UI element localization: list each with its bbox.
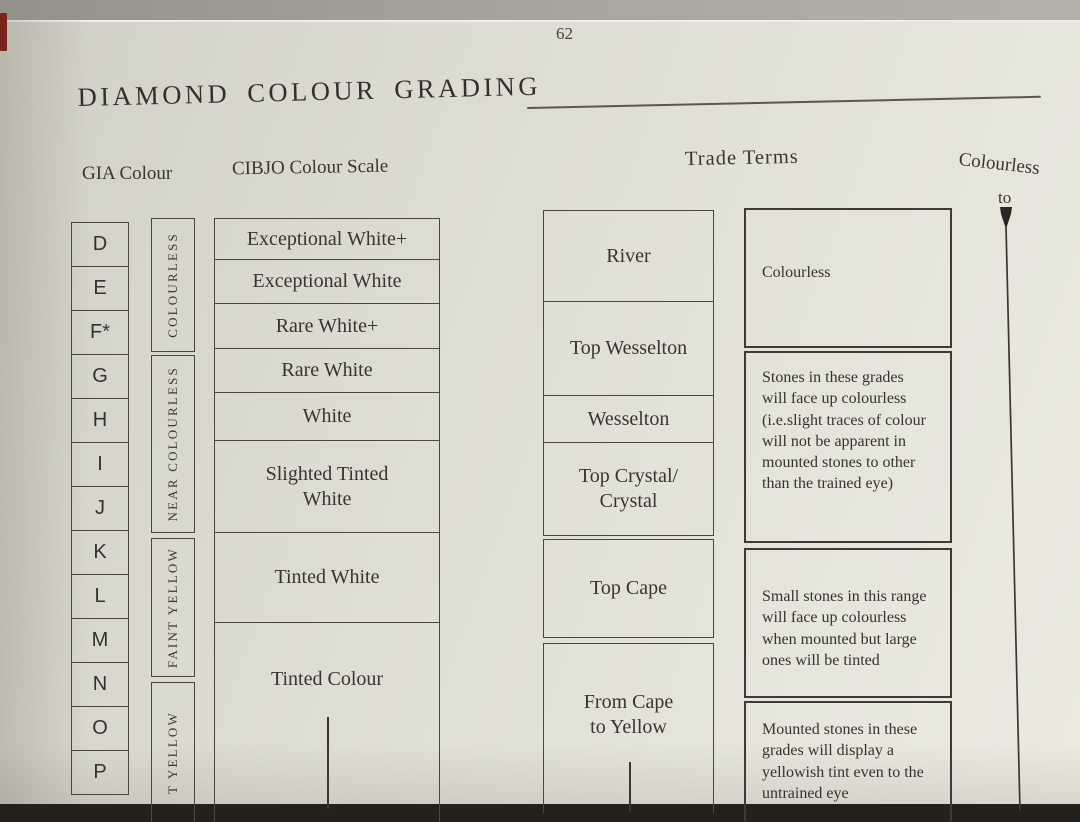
gia-grade-cell: D (71, 222, 129, 267)
down-arrow-icon (1000, 207, 1012, 229)
gia-grade-cell: J (71, 486, 129, 531)
gia-grade-cell: I (71, 442, 129, 487)
trade-term-cell: From Cape to Yellow (543, 643, 714, 813)
colour-group-cell: FAINT YELLOW (151, 538, 195, 677)
colour-group-cell: NEAR COLOURLESS (151, 355, 195, 533)
cibjo-grade-cell: Slighted Tinted White (214, 440, 440, 533)
trade-term-cell: River (543, 210, 714, 302)
cibjo-grade-cell: Exceptional White (214, 259, 440, 304)
description-column: Colourless Stones in these grades will fa… (744, 208, 952, 821)
gia-grade-cell: E (71, 266, 129, 311)
header-cibjo-colour-scale: CIBJO Colour Scale (231, 155, 389, 180)
cibjo-grade-cell: Rare White (214, 348, 440, 393)
cibjo-scale-column: Exceptional White+ Exceptional White Rare … (214, 218, 440, 822)
colour-group-cell-label: NEAR COLOURLESS (164, 366, 180, 522)
book-spine (0, 13, 7, 51)
cibjo-grade-cell: White (214, 392, 440, 441)
description-cell: Small stones in this range will face up … (744, 548, 952, 698)
gia-grade-cell: F* (71, 310, 129, 355)
cibjo-grade-cell: Tinted White (214, 532, 440, 623)
gia-grade-cell: P (71, 750, 129, 795)
gia-grade-cell: G (71, 354, 129, 399)
gia-grade-cell: M (71, 618, 129, 663)
header-trade-terms: Trade Terms (684, 145, 799, 171)
gia-grade-cell: O (71, 706, 129, 751)
gia-grade-column: D E F* G H I J K L M N O P (71, 222, 129, 795)
scale-label-to: to (998, 188, 1012, 207)
colour-group-cell: COLOURLESS (151, 218, 195, 352)
trade-terms-column: River Top Wesselton Wesselton Top Crystal/ … (543, 210, 714, 813)
book-page (0, 20, 1080, 804)
colour-group-column: COLOURLESS NEAR COLOURLESS FAINT YELLOW T Y… (151, 218, 195, 822)
cibjo-grade-cell: Exceptional White+ (214, 218, 440, 260)
colour-group-cell-label: FAINT YELLOW (164, 546, 180, 669)
trade-term-cell: Top Wesselton (543, 301, 714, 396)
trade-term-cell: Top Crystal/ Crystal (543, 442, 714, 536)
colour-group-cell-label: COLOURLESS (164, 232, 180, 338)
gia-grade-cell: K (71, 530, 129, 575)
description-cell: Stones in these grades will face up colo… (744, 351, 952, 543)
colourless-scale-arrow (1000, 207, 1021, 811)
colour-group-cell: T YELLOW (151, 682, 195, 822)
trade-term-cell: Top Cape (543, 539, 714, 638)
cibjo-grade-cell: Rare White+ (214, 303, 440, 349)
header-gia-colour: GIA Colour (82, 163, 173, 184)
scale-line (1005, 225, 1021, 811)
page-bottom-shadow (0, 744, 1080, 804)
cibjo-grade-cell: Tinted Colour (214, 622, 440, 822)
gia-grade-cell: H (71, 398, 129, 443)
gia-grade-cell: N (71, 662, 129, 707)
colour-group-cell-label: T YELLOW (164, 711, 180, 794)
description-cell: Mounted stones in these grades will disp… (744, 701, 952, 821)
page-gutter-shadow (0, 20, 90, 804)
trade-term-cell: Wesselton (543, 395, 714, 443)
page-number: 62 (556, 24, 573, 43)
gia-grade-cell: L (71, 574, 129, 619)
description-cell: Colourless (744, 208, 952, 348)
